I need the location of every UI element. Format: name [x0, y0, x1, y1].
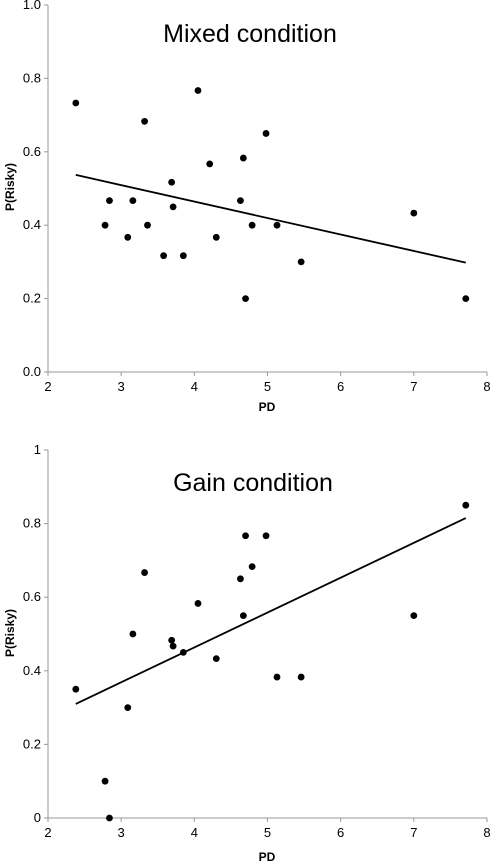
y-tick-label-gain: 0.2 [23, 736, 41, 751]
y-tick-label-gain: 1 [34, 442, 41, 457]
data-point-gain [168, 636, 176, 644]
x-tick-label-mixed: 4 [191, 379, 198, 394]
data-point-gain [124, 704, 132, 711]
x-tick-label-gain: 6 [337, 825, 344, 840]
data-point-gain [101, 777, 109, 785]
data-point-mixed [179, 252, 187, 260]
y-tick-label-mixed: 1.0 [23, 0, 41, 12]
data-point-gain [169, 642, 177, 650]
data-point-gain [262, 532, 270, 540]
data-point-gain [194, 600, 202, 607]
y-tick-label-mixed: 0.6 [23, 144, 41, 159]
data-point-gain [410, 612, 418, 619]
x-tick-label-mixed: 3 [118, 379, 125, 394]
panel-gain: Gain condition PD P(Risky) 0 0.2 0.4 0.6 0.8… [3, 442, 490, 864]
y-tick-label-gain: 0 [34, 810, 41, 825]
x-tick-label-mixed: 2 [44, 379, 51, 394]
data-point-mixed [72, 99, 80, 107]
data-point-mixed [168, 178, 176, 186]
y-tick-label-mixed: 0.2 [23, 291, 41, 306]
x-tick-label-gain: 8 [483, 825, 490, 840]
x-tick-label-mixed: 8 [483, 379, 490, 394]
data-point-mixed [212, 233, 220, 241]
data-point-mixed [124, 233, 132, 241]
data-point-mixed [242, 295, 249, 302]
data-point-mixed [160, 252, 168, 260]
trendline-mixed [75, 174, 466, 264]
y-axis-label-mixed: P(Risky) [3, 163, 17, 211]
chart-title-gain: Gain condition [173, 469, 333, 497]
x-tick-label-gain: 3 [118, 825, 125, 840]
data-point-mixed [101, 221, 109, 229]
data-point-mixed [248, 221, 256, 229]
data-point-mixed [297, 258, 305, 266]
panel-mixed: Mixed condition PD P(Risky) 0.0 0.2 0.4 0.6… [3, 0, 490, 414]
x-tick-label-gain: 4 [191, 825, 198, 840]
data-point-mixed [144, 221, 151, 229]
chart-title-mixed: Mixed condition [163, 20, 337, 48]
data-point-gain [212, 655, 220, 663]
data-point-mixed [141, 117, 148, 125]
x-tick-label-mixed: 6 [337, 379, 344, 394]
data-point-gain [72, 685, 80, 693]
x-tick-label-gain: 2 [44, 825, 51, 840]
data-point-mixed [129, 197, 137, 205]
y-tick-label-mixed: 0.4 [23, 217, 41, 232]
data-point-mixed [462, 295, 470, 302]
y-tick-label-gain: 0.8 [23, 516, 41, 531]
data-point-gain [129, 630, 137, 638]
data-point-gain [273, 673, 281, 681]
data-point-mixed [169, 203, 177, 211]
data-point-mixed [239, 154, 247, 162]
x-tick-label-gain: 7 [410, 825, 417, 840]
data-point-gain [242, 532, 249, 540]
x-tick-label-mixed: 7 [410, 379, 417, 394]
data-point-mixed [262, 130, 270, 137]
y-tick-label-mixed: 0.8 [23, 70, 41, 85]
x-axis-label-gain: PD [259, 850, 276, 864]
data-point-gain [179, 649, 187, 656]
plot-area-gain: 0 0.2 0.4 0.6 0.8 1 2 3 4 5 6 7 8 [23, 442, 490, 840]
data-point-mixed [194, 87, 202, 94]
data-point-mixed [410, 209, 418, 217]
data-point-gain [237, 575, 244, 583]
data-point-mixed [273, 221, 281, 229]
data-point-gain [141, 569, 148, 576]
trendline-gain [75, 517, 467, 705]
data-point-gain [462, 501, 470, 509]
data-point-mixed [106, 197, 113, 205]
y-tick-label-gain: 0.6 [23, 589, 41, 604]
data-point-gain [248, 563, 256, 571]
y-axis-label-gain: P(Risky) [3, 609, 17, 657]
data-point-gain [297, 673, 305, 681]
x-tick-label-mixed: 5 [264, 379, 271, 394]
data-point-gain [239, 612, 247, 619]
y-tick-label-gain: 0.4 [23, 663, 41, 678]
x-tick-label-gain: 5 [264, 825, 271, 840]
data-point-mixed [206, 160, 214, 168]
data-point-mixed [237, 197, 244, 205]
y-tick-label-mixed: 0.0 [23, 364, 41, 379]
plot-area-mixed: 0.0 0.2 0.4 0.6 0.8 1.0 2 3 4 5 6 7 8 [23, 0, 490, 394]
x-axis-label-mixed: PD [259, 400, 276, 414]
data-point-gain [106, 814, 113, 822]
